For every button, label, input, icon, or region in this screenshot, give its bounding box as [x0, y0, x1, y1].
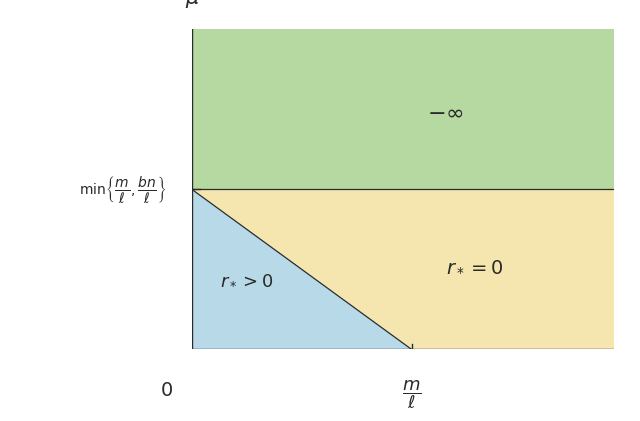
- Text: $r_* = 0$: $r_* = 0$: [446, 257, 504, 276]
- Text: $\mu$: $\mu$: [185, 0, 199, 10]
- Text: $\min\left\{\dfrac{m}{\ell},\dfrac{bn}{\ell}\right\}$: $\min\left\{\dfrac{m}{\ell},\dfrac{bn}{\…: [79, 174, 166, 205]
- Text: 0: 0: [161, 381, 173, 400]
- Text: $-\infty$: $-\infty$: [427, 103, 464, 123]
- Text: $r_* > 0$: $r_* > 0$: [220, 270, 273, 288]
- Text: $\dfrac{m}{\ell}$: $\dfrac{m}{\ell}$: [402, 378, 421, 411]
